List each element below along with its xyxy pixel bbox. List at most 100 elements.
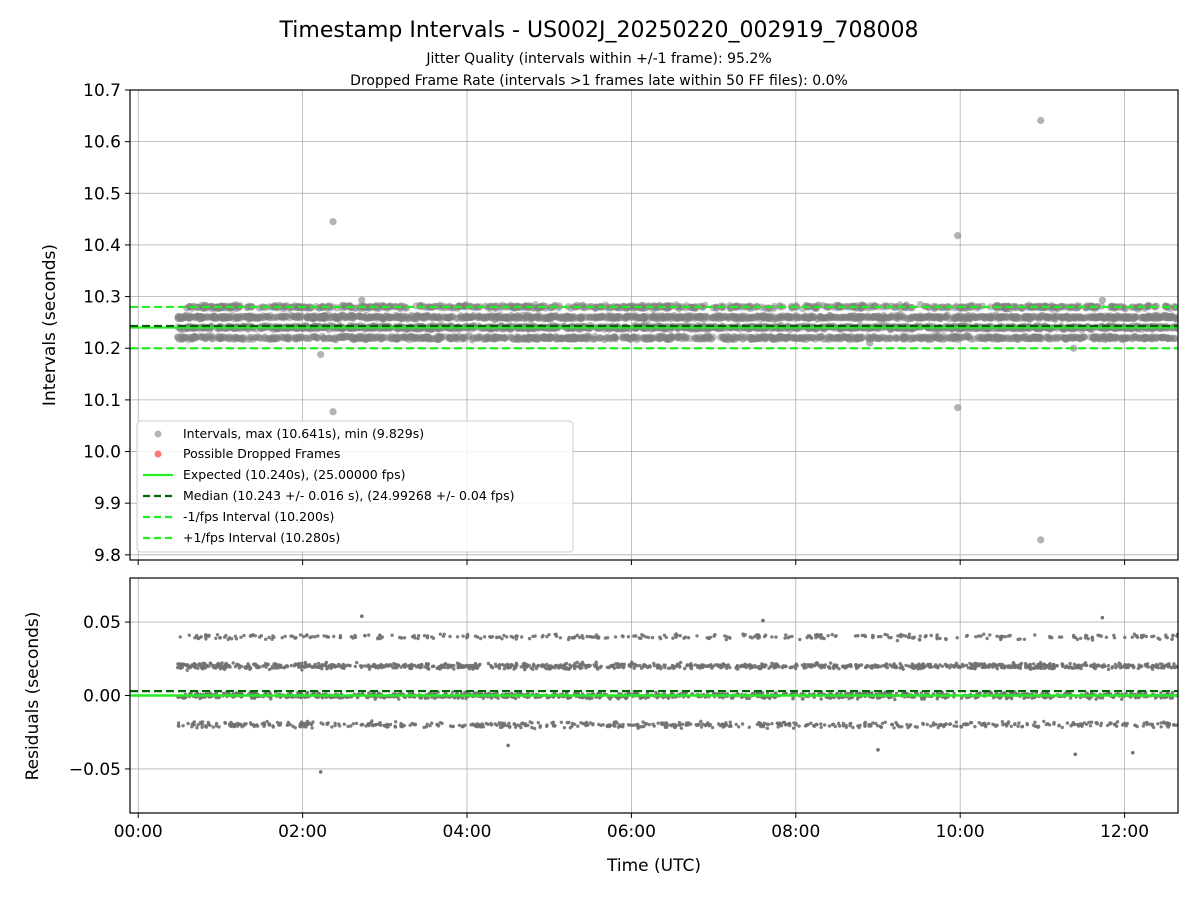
residual-point: [613, 635, 618, 639]
chart-subtitle-jitter: Jitter Quality (intervals within +/-1 fr…: [425, 51, 771, 67]
legend-label-plus-fps: +1/fps Interval (10.280s): [183, 530, 340, 545]
interval-point: [793, 335, 802, 343]
interval-point: [198, 333, 206, 342]
interval-point: [187, 313, 195, 321]
interval-point: [753, 313, 762, 321]
residual-point: [1047, 723, 1052, 727]
interval-point: [423, 311, 431, 319]
residual-point: [558, 636, 563, 640]
interval-point: [1012, 302, 1020, 310]
residual-point: [904, 663, 908, 668]
interval-point: [354, 334, 362, 343]
interval-point: [712, 303, 720, 311]
legend-box: [136, 420, 574, 553]
interval-point: [256, 313, 264, 321]
residual-point: [509, 634, 513, 639]
interval-point: [1069, 334, 1077, 342]
legend-marker-dropped: [154, 450, 162, 458]
top-y-tick-label: 10.5: [83, 184, 121, 204]
interval-point: [535, 334, 543, 342]
interval-point: [217, 313, 225, 322]
interval-point: [687, 303, 695, 311]
interval-point: [1083, 313, 1091, 321]
interval-point: [378, 302, 386, 310]
interval-point: [461, 335, 469, 343]
interval-point: [916, 333, 925, 342]
interval-point: [198, 314, 206, 322]
residual-point: [994, 691, 998, 696]
interval-point: [367, 334, 375, 342]
interval-point: [507, 333, 515, 341]
interval-point: [1118, 335, 1126, 343]
residual-point: [770, 661, 774, 665]
top-y-tick-label: 10.0: [83, 443, 121, 463]
residual-point: [790, 634, 794, 639]
interval-point: [495, 333, 503, 341]
interval-point: [508, 313, 517, 321]
interval-point: [610, 314, 619, 322]
interval-point: [943, 311, 952, 319]
interval-point: [225, 333, 233, 341]
interval-point: [186, 333, 194, 341]
interval-point: [952, 314, 960, 322]
interval-point: [720, 333, 728, 341]
interval-point: [385, 314, 393, 322]
residual-point: [588, 721, 592, 725]
interval-point: [702, 333, 710, 342]
interval-outlier-point: [1098, 296, 1106, 304]
interval-point: [1074, 303, 1082, 311]
interval-point: [1049, 312, 1057, 320]
interval-point: [984, 312, 992, 321]
interval-point: [718, 313, 726, 321]
interval-point: [290, 313, 298, 321]
interval-point: [203, 332, 211, 340]
interval-point: [1166, 313, 1174, 321]
interval-point: [626, 312, 634, 320]
residual-point: [1086, 637, 1090, 641]
interval-point: [1059, 302, 1067, 310]
interval-point: [399, 333, 407, 341]
residual-point: [242, 633, 246, 638]
top-y-tick-label: 10.4: [83, 236, 121, 256]
interval-point: [461, 313, 469, 322]
residual-point: [1018, 666, 1023, 670]
interval-point: [342, 332, 350, 340]
interval-point: [489, 333, 497, 341]
interval-point: [886, 334, 894, 342]
interval-point: [397, 314, 405, 323]
residual-point: [977, 721, 981, 725]
interval-point: [445, 314, 453, 322]
interval-point: [352, 304, 360, 312]
residual-point: [656, 721, 660, 725]
interval-point: [894, 315, 902, 323]
interval-point: [792, 312, 800, 320]
interval-point: [475, 332, 483, 341]
residual-point: [740, 722, 745, 726]
interval-point: [309, 312, 318, 320]
interval-point: [593, 313, 601, 321]
interval-point: [739, 335, 747, 343]
interval-point: [265, 313, 273, 321]
interval-point: [1026, 334, 1034, 343]
interval-point: [1144, 312, 1152, 320]
residual-point: [514, 637, 518, 641]
interval-point: [1015, 313, 1023, 321]
top-y-axis: 9.89.910.010.110.210.310.410.510.610.7: [83, 81, 1126, 566]
interval-point: [1061, 334, 1069, 343]
interval-point: [233, 313, 241, 322]
interval-point: [366, 303, 374, 311]
residual-point: [1016, 724, 1020, 728]
interval-point: [649, 314, 657, 322]
interval-point: [591, 335, 600, 343]
residual-point: [1150, 667, 1155, 671]
residual-point: [1068, 661, 1072, 666]
interval-point: [626, 335, 635, 344]
interval-point: [997, 313, 1005, 321]
residual-point: [217, 725, 221, 729]
top-y-tick-label: 9.9: [94, 494, 121, 514]
interval-point: [1009, 313, 1018, 321]
residual-point: [1115, 720, 1120, 724]
residual-point: [944, 637, 948, 642]
interval-point: [296, 314, 304, 322]
